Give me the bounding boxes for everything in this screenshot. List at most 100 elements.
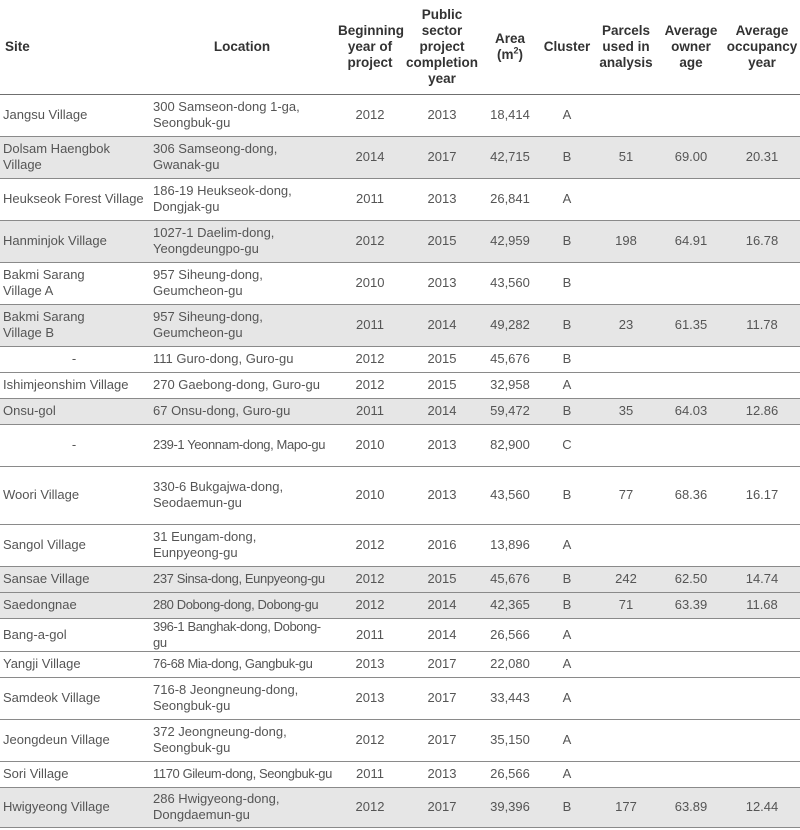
site-line: Yangji Village	[3, 656, 81, 671]
table-row: Yangji Village 76-68 Mia-dong, Gangbuk-gu…	[0, 651, 800, 678]
cluster-cell: B	[540, 398, 594, 425]
owner-age-cell	[658, 719, 724, 762]
header-location: Location	[148, 0, 336, 95]
beginning-year-cell: 2011	[336, 761, 404, 788]
area-cell: 59,472	[480, 398, 540, 425]
table-row: Saedongnae 280 Dobong-dong, Dobong-gu 2012…	[0, 592, 800, 619]
site-cell: Hanminjok Village	[0, 220, 148, 263]
cluster-cell: B	[540, 136, 594, 179]
location-line: 76-68 Mia-dong, Gangbuk-gu	[153, 656, 313, 671]
table-row: Jangsu Village 300 Samseon-dong 1-ga, Seon…	[0, 94, 800, 137]
completion-year-cell: 2016	[404, 524, 480, 567]
parcels-cell	[594, 761, 658, 788]
cluster-cell: B	[540, 466, 594, 525]
header-line: year	[428, 70, 456, 86]
cluster-cell: A	[540, 761, 594, 788]
table-row: Bakmi Sarang Village A 957 Siheung-dong, Ge…	[0, 262, 800, 305]
location-line: 1170 Gileum-dong, Seongbuk-gu	[153, 766, 332, 781]
area-cell: 18,414	[480, 94, 540, 137]
location-line: 186-19 Heukseok-dong,	[153, 183, 292, 198]
parcels-cell: 198	[594, 220, 658, 263]
beginning-year-cell: 2010	[336, 424, 404, 467]
location-cell: 957 Siheung-dong, Geumcheon-gu	[148, 262, 336, 305]
owner-age-cell	[658, 761, 724, 788]
area-cell: 82,900	[480, 424, 540, 467]
location-cell: 716-8 Jeongneung-dong, Seongbuk-gu	[148, 677, 336, 720]
location-line: Dongjak-gu	[153, 199, 220, 214]
table-row: Onsu-gol 67 Onsu-dong, Guro-gu 2011 2014 59,…	[0, 398, 800, 425]
site-cell: Samdeok Village	[0, 677, 148, 720]
area-cell: 42,365	[480, 592, 540, 619]
owner-age-cell	[658, 524, 724, 567]
beginning-year-cell: 2013	[336, 677, 404, 720]
parcels-cell	[594, 178, 658, 221]
table-row: - 239-1 Yeonnam-dong, Mapo-gu 2010 2013 82,9…	[0, 424, 800, 467]
occupancy-cell: 12.86	[724, 398, 800, 425]
cluster-cell: C	[540, 424, 594, 467]
owner-age-cell: 69.00	[658, 136, 724, 179]
site-cell: Sangol Village	[0, 524, 148, 567]
table-row: Bang-a-gol 396-1 Banghak-dong, Dobong-gu 2…	[0, 618, 800, 652]
site-cell: Woori Village	[0, 466, 148, 525]
occupancy-cell: 11.68	[724, 592, 800, 619]
location-cell: 76-68 Mia-dong, Gangbuk-gu	[148, 651, 336, 678]
parcels-cell: 177	[594, 787, 658, 828]
location-cell: 286 Hwigyeong-dong, Dongdaemun-gu	[148, 787, 336, 828]
occupancy-cell	[724, 677, 800, 720]
completion-year-cell: 2017	[404, 136, 480, 179]
beginning-year-cell: 2012	[336, 346, 404, 373]
header-cluster: Cluster	[540, 0, 594, 95]
location-line: Geumcheon-gu	[153, 283, 243, 298]
header-row: Site Location Beginning year of project …	[0, 0, 800, 95]
site-cell: Yangji Village	[0, 651, 148, 678]
completion-year-cell: 2014	[404, 618, 480, 652]
beginning-year-cell: 2012	[336, 566, 404, 593]
area-cell: 49,282	[480, 304, 540, 347]
owner-age-cell: 63.39	[658, 592, 724, 619]
owner-age-cell	[658, 262, 724, 305]
cluster-cell: A	[540, 372, 594, 399]
cluster-cell: A	[540, 94, 594, 137]
location-cell: 1027-1 Daelim-dong, Yeongdeungpo-gu	[148, 220, 336, 263]
header-line: project	[419, 38, 465, 54]
site-line: Sansae Village	[3, 571, 90, 586]
site-cell: Jeongdeun Village	[0, 719, 148, 762]
completion-year-cell: 2017	[404, 719, 480, 762]
area-cell: 32,958	[480, 372, 540, 399]
parcels-cell	[594, 94, 658, 137]
completion-year-cell: 2013	[404, 262, 480, 305]
location-line: 716-8 Jeongneung-dong,	[153, 682, 299, 697]
location-line: 237 Sinsa-dong, Eunpyeong-gu	[153, 571, 325, 586]
area-cell: 35,150	[480, 719, 540, 762]
location-cell: 957 Siheung-dong, Geumcheon-gu	[148, 304, 336, 347]
location-line: 286 Hwigyeong-dong,	[153, 791, 280, 806]
beginning-year-cell: 2010	[336, 262, 404, 305]
table-body: Jangsu Village 300 Samseon-dong 1-ga, Seon…	[0, 94, 800, 828]
completion-year-cell: 2013	[404, 178, 480, 221]
location-line: 396-1 Banghak-dong, Dobong-gu	[153, 618, 321, 650]
completion-year-cell: 2015	[404, 346, 480, 373]
site-line: Village	[3, 157, 42, 172]
area-cell: 26,566	[480, 618, 540, 652]
location-line: 306 Samseong-dong,	[153, 141, 278, 156]
area-cell: 22,080	[480, 651, 540, 678]
site-cell: Onsu-gol	[0, 398, 148, 425]
occupancy-cell	[724, 94, 800, 137]
cluster-cell: B	[540, 346, 594, 373]
owner-age-cell	[658, 424, 724, 467]
cluster-cell: A	[540, 618, 594, 652]
completion-year-cell: 2017	[404, 651, 480, 678]
site-line: Bakmi Sarang	[3, 267, 85, 282]
parcels-cell: 51	[594, 136, 658, 179]
occupancy-cell: 16.17	[724, 466, 800, 525]
cluster-cell: B	[540, 787, 594, 828]
header-line: completion	[406, 54, 479, 70]
header-line: sector	[421, 22, 463, 38]
location-line: Seongbuk-gu	[153, 698, 231, 713]
location-line: 67 Onsu-dong, Guro-gu	[153, 403, 291, 418]
location-line: Gwanak-gu	[153, 157, 220, 172]
completion-year-cell: 2013	[404, 761, 480, 788]
completion-year-cell: 2015	[404, 372, 480, 399]
header-line: used in	[602, 38, 650, 54]
area-cell: 43,560	[480, 262, 540, 305]
